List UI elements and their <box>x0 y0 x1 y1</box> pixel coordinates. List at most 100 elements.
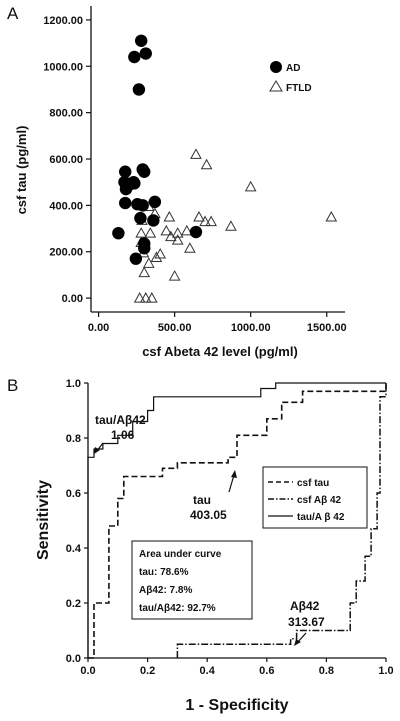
roc-line-csf-ab42 <box>176 383 387 658</box>
panel-b-x-tick-label: 0.4 <box>200 665 216 677</box>
ftld-point <box>171 234 184 245</box>
panel-b-y-title: Sensitivity <box>35 480 52 560</box>
ftld-point <box>205 215 218 227</box>
ftld-point <box>193 210 205 222</box>
ftld-point <box>150 251 163 263</box>
ftld-point <box>165 230 177 242</box>
panel-b-x-tick-label: 0.6 <box>259 665 274 677</box>
panel-b-y-tick-label: 1.0 <box>66 378 81 390</box>
panel-b-x-tick-label: 0.0 <box>80 665 95 677</box>
panel-b-x-tick-label: 0.8 <box>319 665 334 677</box>
annotation-tau-arrowhead <box>231 470 237 478</box>
roc-line-csf-tau <box>88 383 387 659</box>
ad-point <box>189 225 203 239</box>
ftld-point <box>139 292 152 303</box>
ad-point <box>127 175 140 189</box>
annotation-ab42: Aβ42 313.67 <box>288 599 325 646</box>
annotation-tau-name: tau <box>193 493 211 507</box>
legend-ftld-marker <box>269 80 283 92</box>
ad-point <box>128 50 141 64</box>
ad-point <box>129 252 143 265</box>
ad-point <box>148 195 162 209</box>
ftld-point <box>138 266 151 278</box>
panel-a-y-tick-label: 400.00 <box>49 200 83 212</box>
panel-a-y-title: csf tau (pg/ml) <box>14 126 29 215</box>
panel-a-y-tick-label: 600.00 <box>49 154 83 166</box>
legend-ad-marker <box>270 61 282 73</box>
ftld-point <box>142 257 155 268</box>
ad-point <box>136 199 149 212</box>
legend-csf-tau-label: csf tau <box>297 478 329 489</box>
panel-a-y-tick-label: 1000.00 <box>43 61 83 73</box>
panel-a-label: A <box>7 4 19 23</box>
annotation-tau-arrow <box>228 474 235 493</box>
ftld-point <box>163 210 176 222</box>
annotation-tau-ratio: tau/Aβ42 1.06 <box>94 413 146 454</box>
auc-box: Area under curve tau: 78.6% Aβ42: 7.8% t… <box>131 540 253 620</box>
legend-box <box>262 466 368 529</box>
ftld-point <box>199 215 211 227</box>
ad-point <box>132 83 146 96</box>
panel-a-x-tick-label: 1500.00 <box>307 322 347 334</box>
auc-line-tau: tau: 78.6% <box>139 567 189 578</box>
ftld-point <box>168 270 181 281</box>
panel-b-roc: 0.0 0.2 0.4 0.6 0.8 1.0 0.0 0.2 0.4 0.6 0.8 1.0 csf… <box>35 378 394 714</box>
ftld-point <box>180 224 193 236</box>
annotation-tau-value: 403.05 <box>190 508 227 522</box>
ftld-point <box>244 180 257 192</box>
panel-a-x-title: csf Abeta 42 level (pg/ml) <box>142 344 298 359</box>
panel-a-scatter: 0.00 200.00 400.00 600.00 800.00 1000.00 1200.… <box>14 6 347 359</box>
panel-a-y-tick-label: 800.00 <box>49 108 83 120</box>
panel-a-x-tick-label: 1000.00 <box>231 322 271 334</box>
panel-a-legend: AD FTLD <box>269 61 312 94</box>
ad-point <box>138 165 151 178</box>
auc-line-ab42: Aβ42: 7.8% <box>139 585 192 596</box>
panel-a-y-tick-label: 0.00 <box>62 293 83 305</box>
ftld-point <box>200 158 213 170</box>
ftld-point <box>144 227 157 238</box>
panel-b-y-tick-label: 0.6 <box>66 488 81 500</box>
panel-a-x-tick-label: 500.00 <box>158 322 192 334</box>
ftld-point <box>145 292 158 303</box>
ad-point <box>119 165 132 178</box>
annotation-ab42-arrowhead <box>294 639 301 646</box>
panel-b-y-tick-label: 0.2 <box>66 598 81 610</box>
panel-b-y-tick-label: 0.8 <box>66 433 81 445</box>
panel-b-x-tick-label: 0.2 <box>140 665 155 677</box>
panel-a-y-tick-label: 1200.00 <box>43 15 83 27</box>
ad-point <box>112 226 125 240</box>
ftld-point <box>135 227 148 238</box>
ftld-point <box>190 148 202 159</box>
roc-line-tau-ratio <box>87 382 386 658</box>
annotation-tau-ratio-value: 1.06 <box>111 428 135 442</box>
legend-ftld-label: FTLD <box>286 83 312 94</box>
annotation-ab42-value: 313.67 <box>288 615 325 629</box>
ad-point <box>134 34 148 47</box>
legend-ad-label: AD <box>286 63 300 74</box>
ad-point <box>138 242 151 255</box>
legend-tau-ratio-label: tau/A β 42 <box>297 512 345 523</box>
ad-point <box>134 211 147 225</box>
legend-csf-ab42-label: csf Aβ 42 <box>297 495 342 506</box>
ad-point <box>119 196 132 210</box>
ftld-point <box>171 227 184 238</box>
annotation-ab42-name: Aβ42 <box>290 599 320 613</box>
annotation-tau-ratio-name: tau/Aβ42 <box>95 413 146 427</box>
panel-b-label: B <box>7 376 18 395</box>
auc-heading: Area under curve <box>139 549 222 560</box>
panel-b-legend: csf tau csf Aβ 42 tau/A β 42 <box>262 466 368 529</box>
annotation-tau: tau 403.05 <box>190 470 237 522</box>
ad-point <box>139 47 152 60</box>
ftld-point <box>154 248 167 259</box>
ftld-point <box>325 210 338 222</box>
ftld-point <box>133 292 146 303</box>
ftld-point <box>160 224 173 236</box>
auc-line-ratio: tau/Aβ42: 92.7% <box>139 603 216 614</box>
panel-b-x-title: 1 - Specificity <box>185 697 288 714</box>
panel-b-x-tick-label: 1.0 <box>378 665 393 677</box>
ftld-point <box>225 220 237 231</box>
panel-a-y-tick-label: 200.00 <box>49 247 83 259</box>
annotation-tau-ratio-arrowhead <box>94 447 100 454</box>
auc-box-border <box>131 540 253 620</box>
